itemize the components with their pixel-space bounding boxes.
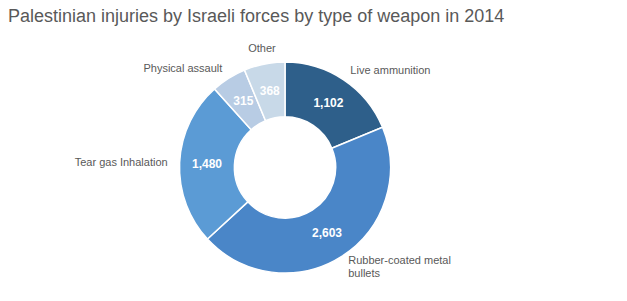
title: Palestinian injuries by Israeli forces b… <box>8 6 504 26</box>
data-label: 2,603 <box>312 226 342 240</box>
data-label: 368 <box>260 84 280 98</box>
category-labels: Live ammunition Rubber-coated metalbullet… <box>75 42 451 279</box>
data-label: 1,480 <box>192 157 222 171</box>
category-label: Tear gas Inhalation <box>75 156 168 168</box>
category-label: Rubber-coated metalbullets <box>348 254 451 279</box>
slice <box>244 62 285 121</box>
data-label: 315 <box>233 94 253 108</box>
chart: Palestinian injuries by Israeli forces b… <box>0 0 627 301</box>
slices <box>179 62 390 273</box>
category-label: Live ammunition <box>350 64 430 76</box>
data-labels: 1,102 2,603 1,480 315 368 <box>192 84 344 240</box>
plot: 1,102 2,603 1,480 315 368 Live ammunition Rubb… <box>75 42 451 279</box>
data-label: 1,102 <box>313 96 343 110</box>
category-label: Other <box>248 42 276 54</box>
category-label: Physical assault <box>143 62 222 74</box>
